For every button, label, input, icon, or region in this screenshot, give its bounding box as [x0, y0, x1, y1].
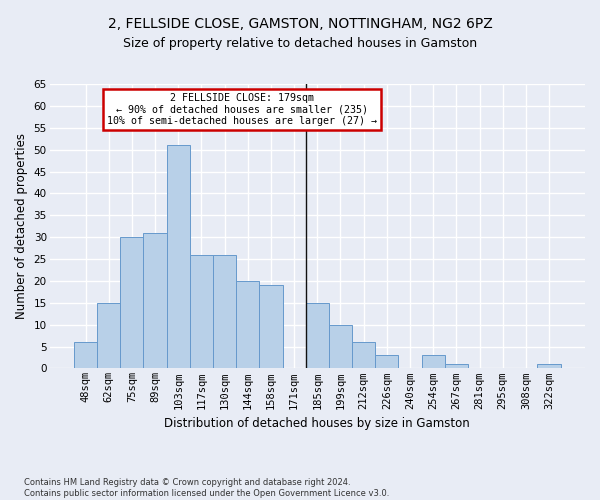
Bar [190, 254, 213, 368]
Bar [445, 364, 468, 368]
Bar [352, 342, 375, 368]
Text: Contains HM Land Registry data © Crown copyright and database right 2024.
Contai: Contains HM Land Registry data © Crown c… [24, 478, 389, 498]
Bar [167, 146, 190, 368]
Bar [329, 324, 352, 368]
Bar [120, 237, 143, 368]
X-axis label: Distribution of detached houses by size in Gamston: Distribution of detached houses by size … [164, 417, 470, 430]
Bar [143, 233, 167, 368]
Bar [375, 356, 398, 368]
Bar [236, 281, 259, 368]
Text: Size of property relative to detached houses in Gamston: Size of property relative to detached ho… [123, 38, 477, 51]
Bar [306, 303, 329, 368]
Y-axis label: Number of detached properties: Number of detached properties [15, 133, 28, 319]
Bar [422, 356, 445, 368]
Text: 2 FELLSIDE CLOSE: 179sqm
← 90% of detached houses are smaller (235)
10% of semi-: 2 FELLSIDE CLOSE: 179sqm ← 90% of detach… [107, 92, 377, 126]
Bar [74, 342, 97, 368]
Bar [213, 254, 236, 368]
Bar [97, 303, 120, 368]
Text: 2, FELLSIDE CLOSE, GAMSTON, NOTTINGHAM, NG2 6PZ: 2, FELLSIDE CLOSE, GAMSTON, NOTTINGHAM, … [107, 18, 493, 32]
Bar [538, 364, 560, 368]
Bar [259, 286, 283, 368]
